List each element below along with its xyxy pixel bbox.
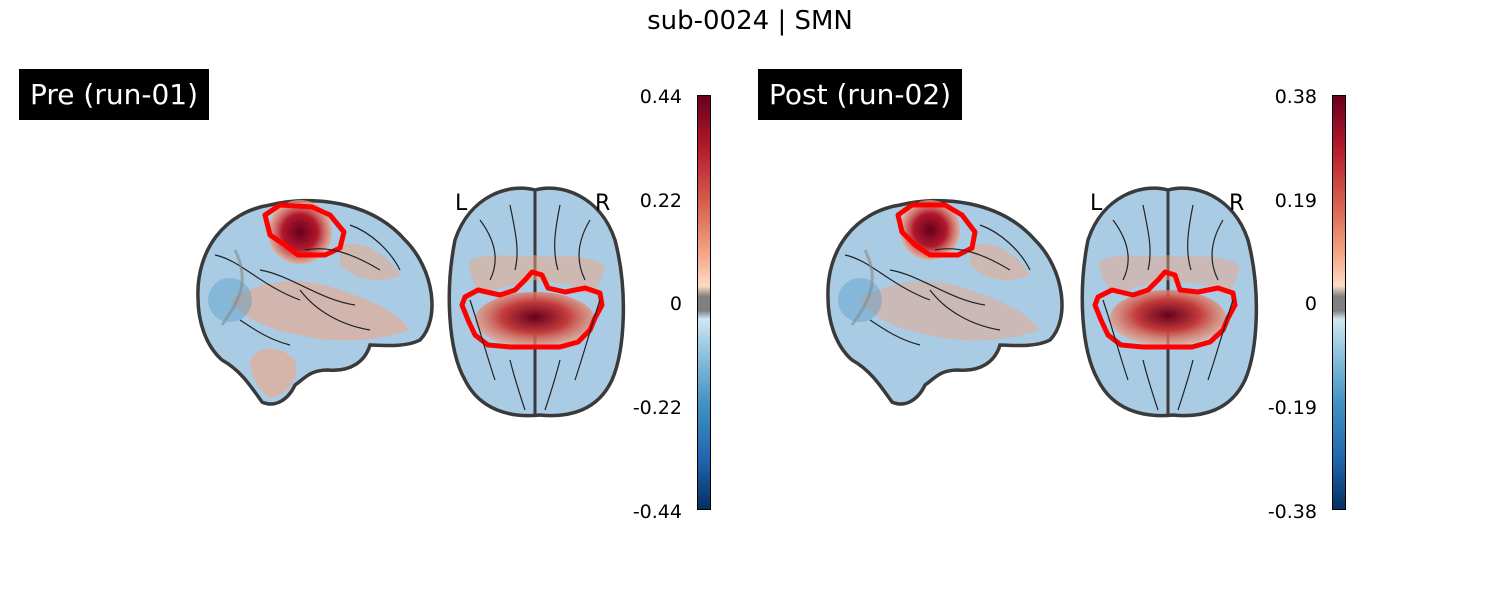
- colorbar-tick: 0.44: [639, 86, 682, 108]
- orientation-right-label: R: [1229, 191, 1244, 216]
- axial-brain-view: [447, 186, 626, 418]
- colorbar-tick: -0.38: [1267, 501, 1317, 523]
- colorbar-tick: -0.44: [632, 501, 682, 523]
- colorbar-tick: 0.22: [639, 190, 682, 212]
- colorbar-tick: 0.19: [1274, 190, 1317, 212]
- colorbar-tick: -0.22: [632, 397, 682, 419]
- colorbar-tick: 0: [1304, 293, 1317, 315]
- roi-outline-sagittal: [895, 202, 978, 258]
- colorbar-tick: 0.38: [1274, 86, 1317, 108]
- colorbar: [1332, 95, 1346, 510]
- roi-outline-sagittal: [262, 202, 347, 258]
- orientation-left-label: L: [455, 191, 468, 216]
- panel-post: Post (run-02): [740, 0, 1480, 600]
- sagittal-brain-view: [826, 198, 1064, 406]
- brain-glass-views-pre: L R: [196, 186, 626, 418]
- roi-outline-axial: [1092, 269, 1238, 350]
- roi-outline-axial: [459, 269, 605, 350]
- colorbar-tick: 0: [669, 293, 682, 315]
- brain-glass-views-post: L R: [826, 186, 1259, 418]
- panel-pre: Pre (run-01): [0, 0, 740, 600]
- panel-label-pre: Pre (run-01): [19, 69, 209, 120]
- panel-label-post: Post (run-02): [758, 69, 963, 120]
- orientation-left-label: L: [1090, 191, 1103, 216]
- colorbar-tick: -0.19: [1267, 397, 1317, 419]
- colorbar: [697, 95, 711, 510]
- figure-title: sub-0024 | SMN: [647, 6, 853, 36]
- sagittal-brain-view: [196, 198, 434, 406]
- axial-brain-view: [1080, 186, 1259, 418]
- orientation-right-label: R: [595, 191, 610, 216]
